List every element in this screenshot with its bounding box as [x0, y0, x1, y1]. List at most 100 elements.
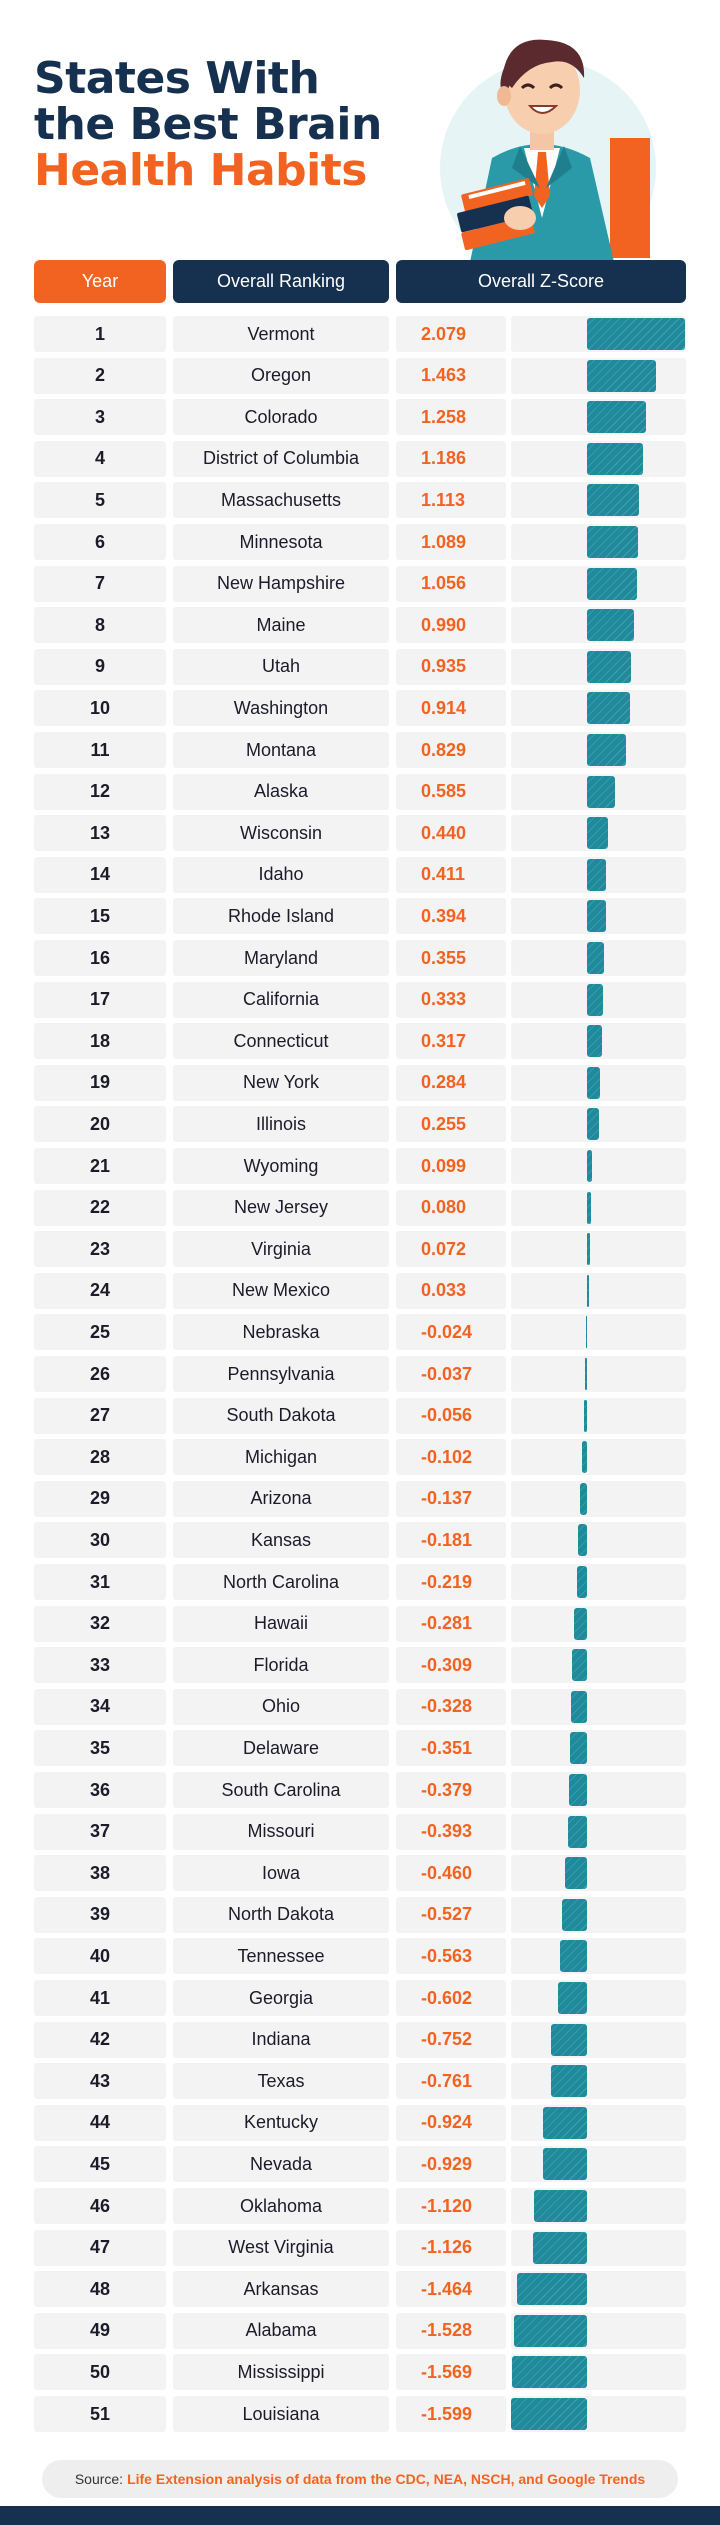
table-row: 20 Illinois 0.255 [0, 1106, 720, 1143]
bar-track [511, 1522, 686, 1559]
state-cell: Arizona [173, 1480, 389, 1517]
z-score-label: 1.056 [396, 565, 506, 602]
z-score-bar [565, 1857, 587, 1890]
page-title: States With the Best Brain Health Habits [34, 56, 382, 194]
table-row: 6 Minnesota 1.089 [0, 524, 720, 560]
bar-track [511, 1938, 686, 1975]
table-row: 33 Florida -0.309 [0, 1647, 720, 1684]
z-score-label: 0.394 [396, 898, 506, 935]
z-score-label: -0.929 [396, 2146, 506, 2183]
table-row: 41 Georgia -0.602 [0, 1980, 720, 2016]
z-score-bar [587, 1233, 591, 1266]
z-score-label: 0.317 [396, 1023, 506, 1060]
state-cell: Maryland [173, 940, 389, 976]
state-cell: Kentucky [173, 2104, 389, 2141]
table-row: 39 North Dakota -0.527 [0, 1896, 720, 1933]
z-score-bar [578, 1524, 587, 1557]
bar-track [511, 1231, 686, 1268]
z-score-bar [587, 359, 656, 392]
z-score-bar [587, 318, 685, 350]
z-score-bar [511, 2398, 587, 2430]
bar-track [511, 1772, 686, 1808]
title-line-3: Health Habits [34, 145, 367, 196]
table-row: 14 Idaho 0.411 [0, 856, 720, 893]
state-cell: South Dakota [173, 1397, 389, 1434]
z-score-bar [517, 2273, 587, 2306]
bar-track [511, 1272, 686, 1309]
rank-cell: 43 [34, 2063, 166, 2100]
z-score-bar [587, 942, 604, 974]
z-score-label: 0.935 [396, 648, 506, 685]
rank-cell: 34 [34, 1688, 166, 1725]
z-score-bar [587, 650, 632, 683]
z-score-bar [587, 484, 640, 517]
z-score-label: -1.528 [396, 2312, 506, 2349]
state-cell: Idaho [173, 856, 389, 893]
table-row: 3 Colorado 1.258 [0, 399, 720, 436]
z-score-bar [543, 2106, 587, 2139]
z-score-label: 0.284 [396, 1064, 506, 1101]
rank-cell: 4 [34, 440, 166, 477]
table-row: 10 Washington 0.914 [0, 690, 720, 727]
z-score-bar [587, 775, 615, 808]
z-score-bar [587, 526, 639, 558]
rank-cell: 29 [34, 1480, 166, 1517]
state-cell: Wisconsin [173, 815, 389, 852]
z-score-bar [533, 2231, 587, 2264]
z-score-bar [560, 1940, 587, 1973]
table-row: 7 New Hampshire 1.056 [0, 565, 720, 602]
z-score-bar [587, 1066, 601, 1099]
rank-cell: 45 [34, 2146, 166, 2183]
z-score-label: 0.255 [396, 1106, 506, 1143]
z-score-label: 1.463 [396, 357, 506, 394]
rank-cell: 42 [34, 2021, 166, 2058]
z-score-bar [587, 692, 631, 725]
z-score-label: 0.333 [396, 981, 506, 1018]
z-score-bar [561, 1898, 587, 1931]
z-score-label: -0.563 [396, 1938, 506, 1975]
z-score-bar [580, 1482, 587, 1515]
state-cell: New Mexico [173, 1272, 389, 1309]
z-score-label: -0.102 [396, 1439, 506, 1476]
rank-cell: 37 [34, 1813, 166, 1850]
table-row: 43 Texas -0.761 [0, 2063, 720, 2100]
z-score-bar [587, 734, 627, 766]
state-cell: Nevada [173, 2146, 389, 2183]
state-cell: Montana [173, 732, 389, 768]
z-score-label: -0.761 [396, 2063, 506, 2100]
z-score-bar [587, 1108, 600, 1141]
bar-track [511, 1189, 686, 1226]
z-score-label: -0.752 [396, 2021, 506, 2058]
state-cell: Pennsylvania [173, 1356, 389, 1392]
source-note: Source: Life Extension analysis of data … [42, 2460, 678, 2498]
bar-track [511, 1148, 686, 1184]
bar-track [511, 2021, 686, 2058]
z-score-label: 0.829 [396, 732, 506, 768]
z-score-label: 0.585 [396, 773, 506, 810]
table-row: 13 Wisconsin 0.440 [0, 815, 720, 852]
state-cell: Alabama [173, 2312, 389, 2349]
table-row: 34 Ohio -0.328 [0, 1688, 720, 1725]
state-cell: Minnesota [173, 524, 389, 560]
table-row: 19 New York 0.284 [0, 1064, 720, 1101]
table-row: 28 Michigan -0.102 [0, 1439, 720, 1476]
table-row: 46 Oklahoma -1.120 [0, 2188, 720, 2224]
bar-track [511, 1564, 686, 1600]
rank-cell: 44 [34, 2104, 166, 2141]
z-score-bar [585, 1316, 587, 1349]
bar-track [511, 1314, 686, 1351]
table-row: 47 West Virginia -1.126 [0, 2229, 720, 2266]
bar-track [511, 1480, 686, 1517]
rank-cell: 1 [34, 316, 166, 352]
state-cell: Hawaii [173, 1605, 389, 1642]
z-score-label: 2.079 [396, 316, 506, 352]
state-cell: Wyoming [173, 1148, 389, 1184]
z-score-bar [587, 1025, 602, 1058]
z-score-label: -1.126 [396, 2229, 506, 2266]
table-row: 22 New Jersey 0.080 [0, 1189, 720, 1226]
rank-cell: 46 [34, 2188, 166, 2224]
state-cell: Arkansas [173, 2271, 389, 2308]
rank-cell: 24 [34, 1272, 166, 1309]
rank-cell: 47 [34, 2229, 166, 2266]
z-score-bar [587, 983, 603, 1016]
